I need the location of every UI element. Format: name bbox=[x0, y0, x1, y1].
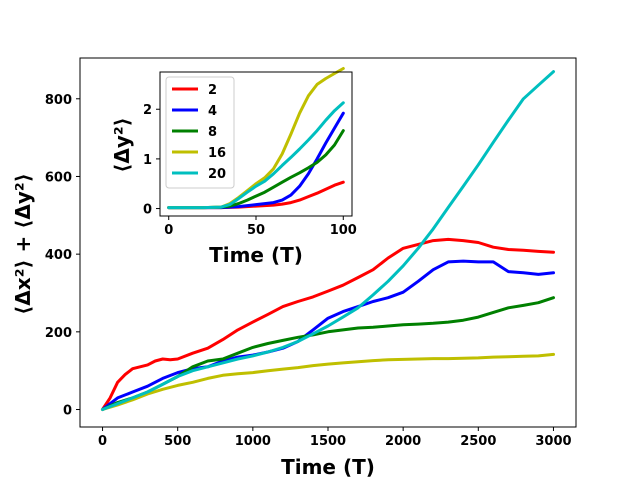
main-y-tick-label: 600 bbox=[45, 170, 72, 185]
inset-x-axis-label: Time (T) bbox=[209, 243, 303, 267]
inset-axis-ticks: 0 50 100 0 1 2 bbox=[143, 103, 357, 238]
main-y-tick-label: 800 bbox=[45, 93, 72, 108]
inset-plot-lines bbox=[167, 67, 345, 210]
main-x-tick-label: 0 bbox=[98, 434, 107, 449]
main-y-axis-label: ⟨Δx²⟩ + ⟨Δy²⟩ bbox=[11, 173, 35, 315]
main-y-tick-label: 200 bbox=[45, 326, 72, 341]
inset-y-tick-label: 2 bbox=[143, 103, 152, 118]
main-series-line-2 bbox=[101, 237, 555, 411]
inset-x-tick-label: 100 bbox=[330, 223, 357, 238]
main-series-line-4 bbox=[101, 259, 555, 411]
main-series-line-20 bbox=[101, 70, 555, 411]
legend-label-16: 16 bbox=[208, 146, 226, 161]
main-series-line-8 bbox=[101, 296, 555, 411]
main-x-tick-label: 3000 bbox=[535, 434, 571, 449]
inset-y-tick-label: 1 bbox=[143, 153, 152, 168]
legend-box bbox=[165, 76, 235, 189]
main-x-axis-label: Time (T) bbox=[281, 455, 375, 479]
main-x-tick-label: 2000 bbox=[385, 434, 421, 449]
main-series-line-16 bbox=[101, 352, 555, 411]
legend-label-20: 20 bbox=[208, 167, 226, 182]
legend-label-4: 4 bbox=[208, 104, 217, 119]
main-y-tick-label: 400 bbox=[45, 248, 72, 263]
inset-series-line-20 bbox=[167, 101, 345, 210]
main-x-tick-label: 1000 bbox=[235, 434, 271, 449]
legend-label-2: 2 bbox=[208, 83, 217, 98]
inset-y-tick-label: 0 bbox=[143, 203, 152, 218]
inset-x-tick-label: 0 bbox=[164, 223, 173, 238]
main-x-tick-label: 500 bbox=[164, 434, 191, 449]
inset-chart: 0 50 100 0 1 2 Time (T) ⟨Δy²⟩ 2 4 8 16 20 bbox=[110, 67, 357, 267]
inset-legend: 2 4 8 16 20 bbox=[165, 76, 235, 189]
main-x-tick-label: 2500 bbox=[460, 434, 496, 449]
main-x-tick-label: 1500 bbox=[310, 434, 346, 449]
legend-label-8: 8 bbox=[208, 125, 217, 140]
inset-x-tick-label: 50 bbox=[247, 223, 265, 238]
main-y-tick-label: 0 bbox=[63, 404, 72, 419]
inset-y-axis-label: ⟨Δy²⟩ bbox=[110, 117, 134, 173]
main-plot-lines bbox=[101, 70, 555, 411]
